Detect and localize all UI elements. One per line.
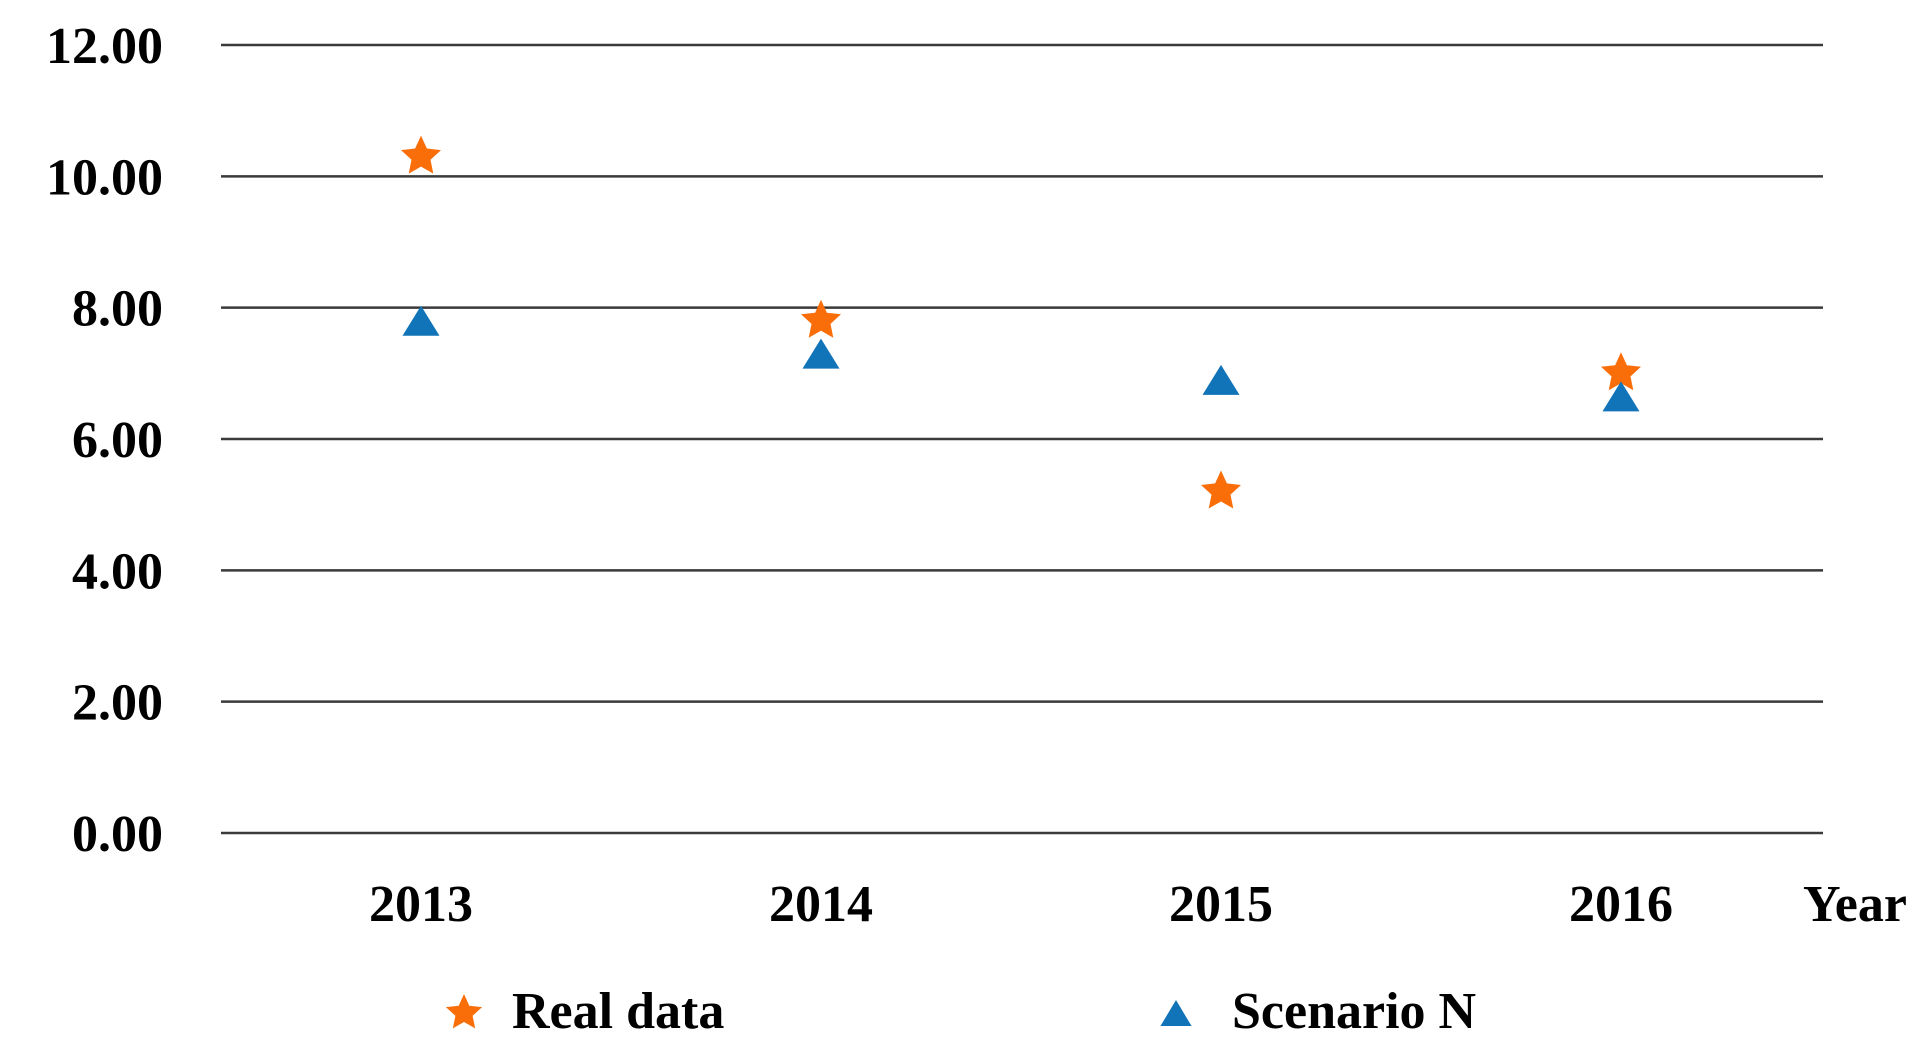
marker-real-data-2014 — [801, 299, 841, 338]
marker-real-data-2013 — [401, 135, 441, 174]
star-icon — [445, 994, 483, 1029]
y-tick-label: 4.00 — [72, 543, 163, 600]
y-tick-label: 10.00 — [46, 149, 163, 206]
y-tick-label: 2.00 — [72, 675, 163, 732]
y-tick-label: 8.00 — [72, 281, 163, 338]
x-axis-title: Year — [1803, 876, 1907, 933]
y-tick-label: 0.00 — [72, 806, 163, 863]
legend-label-scenario-n: Scenario N — [1232, 983, 1477, 1040]
star-glyph — [445, 994, 483, 1029]
x-tick-label: 2014 — [769, 876, 873, 933]
marker-scenario-n-2016 — [1602, 381, 1640, 412]
x-tick-label: 2015 — [1169, 876, 1273, 933]
legend-item-scenario-n: Scenario N — [1156, 984, 1476, 1040]
y-tick-label: 12.00 — [46, 18, 163, 75]
x-tick-label: 2013 — [369, 876, 473, 933]
marker-scenario-n-2014 — [802, 338, 840, 369]
x-tick-label: 2016 — [1569, 876, 1673, 933]
marker-real-data-2015 — [1201, 470, 1241, 509]
y-tick-label: 6.00 — [72, 412, 163, 469]
triangle-glyph — [1160, 1000, 1192, 1026]
legend-item-real-data: Real data — [442, 984, 724, 1040]
legend-label-real-data: Real data — [512, 983, 725, 1040]
marker-real-data-2016 — [1601, 352, 1641, 391]
triangle-icon — [1160, 1000, 1192, 1026]
marker-scenario-n-2015 — [1202, 364, 1240, 395]
marker-scenario-n-2013 — [402, 305, 440, 336]
